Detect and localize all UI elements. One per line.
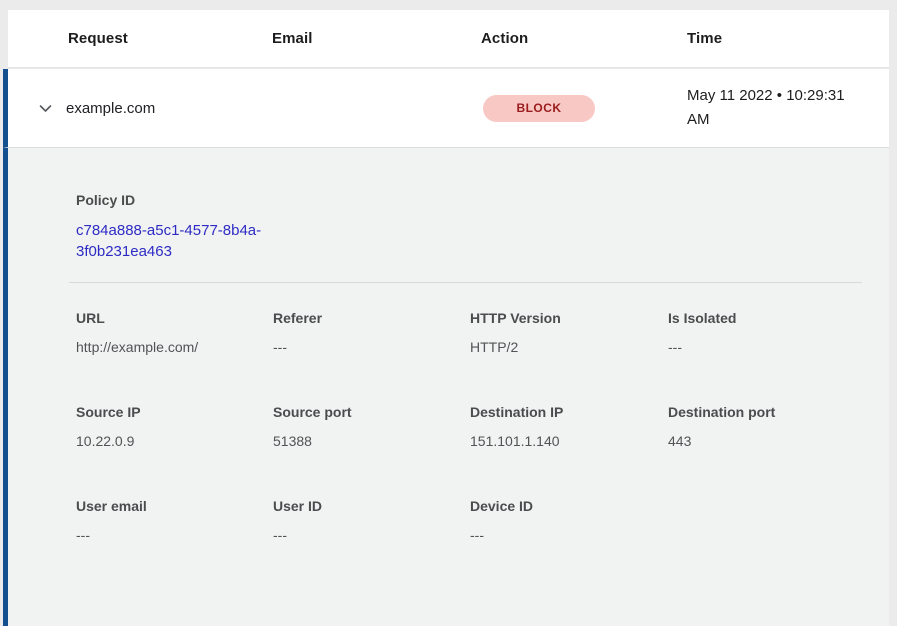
- field-http-version: HTTP Version HTTP/2: [470, 310, 668, 355]
- field-label: URL: [76, 310, 105, 326]
- time-cell: May 11 2022 • 10:29:31 AM: [687, 84, 889, 132]
- field-value: ---: [273, 339, 287, 355]
- policy-id-label: Policy ID: [76, 192, 136, 208]
- detail-row-user: User email --- User ID --- Device ID ---: [76, 498, 889, 543]
- field-value: 151.101.1.140: [470, 433, 560, 449]
- timestamp: May 11 2022 • 10:29:31 AM: [687, 87, 845, 128]
- request-domain: example.com: [66, 99, 156, 117]
- field-value: 443: [668, 433, 692, 449]
- policy-id-link[interactable]: c784a888-a5c1-4577-8b4a-3f0b231ea463: [76, 222, 262, 260]
- field-label: Source IP: [76, 404, 141, 420]
- field-value: ---: [273, 527, 287, 543]
- field-source-port: Source port 51388: [273, 404, 470, 449]
- table-row[interactable]: example.com BLOCK May 11 2022 • 10:29:31…: [3, 69, 889, 148]
- request-cell: example.com: [8, 100, 272, 117]
- field-is-isolated: Is Isolated ---: [668, 310, 889, 355]
- column-header-time: Time: [687, 30, 723, 47]
- field-source-ip: Source IP 10.22.0.9: [76, 404, 273, 449]
- field-user-id: User ID ---: [273, 498, 470, 543]
- block-status-badge: BLOCK: [483, 94, 595, 122]
- field-value: 51388: [273, 433, 312, 449]
- field-value: ---: [470, 527, 484, 543]
- row-detail-panel: Policy ID c784a888-a5c1-4577-8b4a-3f0b23…: [3, 148, 889, 626]
- field-label: Referer: [273, 310, 323, 326]
- field-label: Destination IP: [470, 404, 564, 420]
- field-value: ---: [76, 527, 90, 543]
- action-cell: BLOCK: [481, 94, 687, 122]
- detail-row-network: Source IP 10.22.0.9 Source port 51388 De…: [76, 404, 889, 449]
- field-referer: Referer ---: [273, 310, 470, 355]
- field-destination-ip: Destination IP 151.101.1.140: [470, 404, 668, 449]
- table-header: Request Email Action Time: [8, 10, 889, 68]
- field-label: Destination port: [668, 404, 776, 420]
- detail-row-http: URL http://example.com/ Referer --- HTTP…: [76, 310, 889, 355]
- field-value: HTTP/2: [470, 339, 519, 355]
- field-label: User ID: [273, 498, 323, 514]
- field-label: Device ID: [470, 498, 534, 514]
- field-device-id: Device ID ---: [470, 498, 668, 543]
- policy-id-section: Policy ID c784a888-a5c1-4577-8b4a-3f0b23…: [76, 192, 889, 262]
- field-label: Source port: [273, 404, 352, 420]
- field-url: URL http://example.com/: [76, 310, 273, 355]
- field-value: 10.22.0.9: [76, 433, 135, 449]
- field-value: ---: [668, 339, 682, 355]
- field-value: http://example.com/: [76, 339, 199, 355]
- column-header-email: Email: [272, 30, 313, 47]
- field-label: User email: [76, 498, 147, 514]
- field-destination-port: Destination port 443: [668, 404, 889, 449]
- field-label: Is Isolated: [668, 310, 737, 326]
- section-divider: [69, 282, 862, 283]
- log-table: Request Email Action Time example.com BL…: [3, 10, 889, 626]
- field-label: HTTP Version: [470, 310, 561, 326]
- column-header-request: Request: [68, 30, 128, 47]
- column-header-action: Action: [481, 30, 529, 47]
- field-user-email: User email ---: [76, 498, 273, 543]
- chevron-down-icon[interactable]: [37, 100, 54, 117]
